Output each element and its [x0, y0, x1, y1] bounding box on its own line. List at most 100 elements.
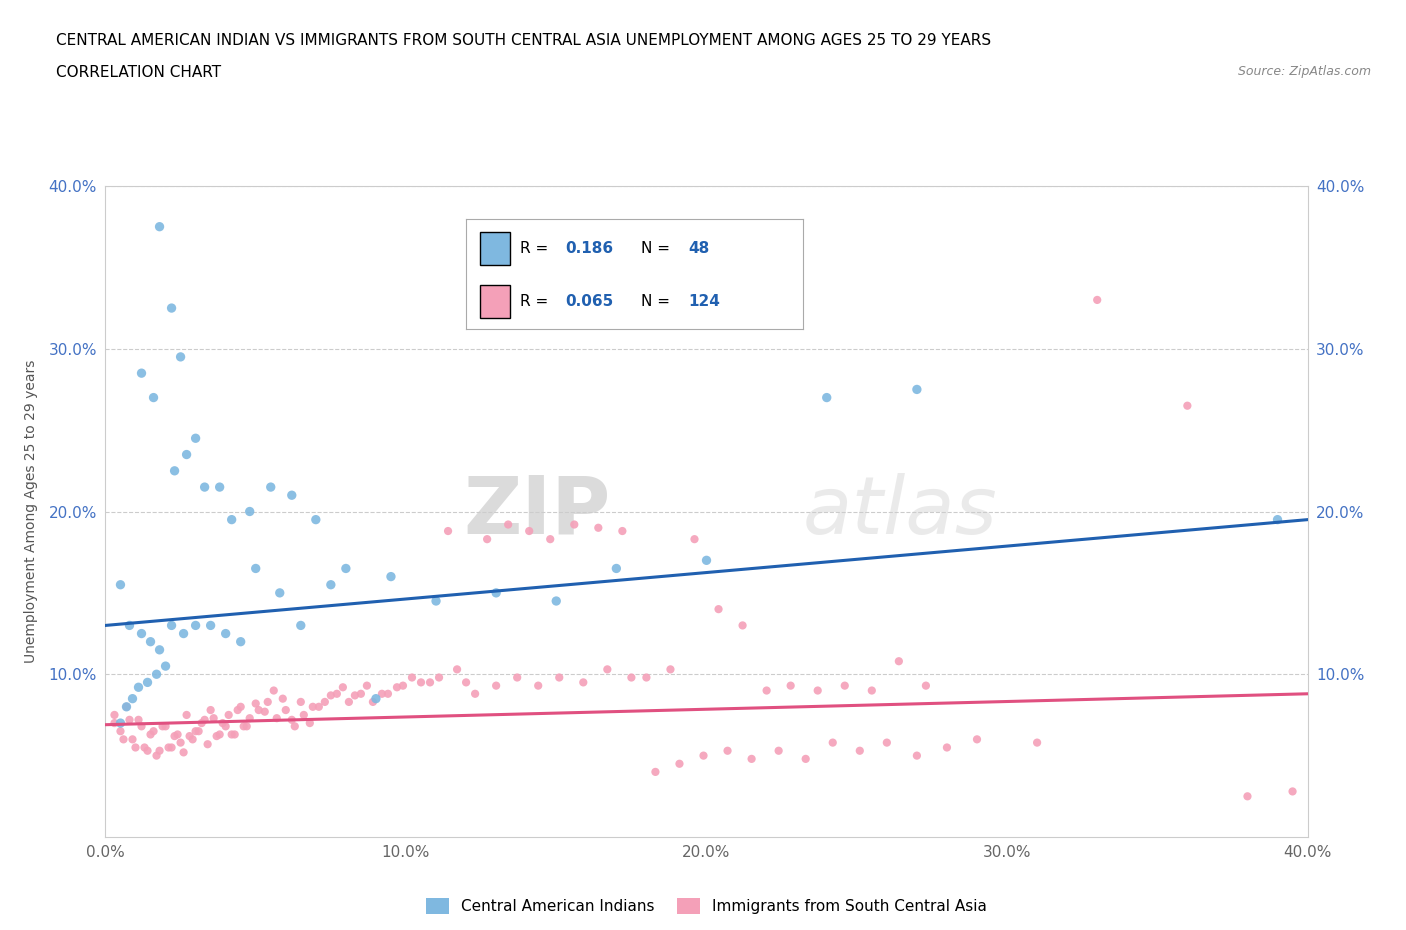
- Point: [485, 678, 508, 693]
- Point: [506, 671, 529, 685]
- Point: [887, 654, 910, 669]
- Point: [136, 743, 159, 758]
- Point: [110, 716, 132, 731]
- Point: [239, 504, 262, 519]
- Point: [905, 382, 928, 397]
- Point: [184, 618, 207, 633]
- Point: [218, 708, 240, 723]
- Point: [200, 618, 222, 633]
- Point: [915, 678, 938, 693]
- Point: [103, 716, 125, 731]
- Point: [636, 671, 658, 685]
- Point: [620, 671, 643, 685]
- Point: [256, 695, 278, 710]
- Point: [683, 532, 706, 547]
- Text: 0.186: 0.186: [565, 241, 613, 256]
- Point: [155, 719, 177, 734]
- FancyBboxPatch shape: [479, 285, 510, 318]
- Point: [905, 748, 928, 763]
- Point: [755, 684, 778, 698]
- Point: [454, 675, 477, 690]
- Text: ZIP: ZIP: [463, 472, 610, 551]
- Point: [266, 711, 288, 725]
- Point: [1281, 784, 1303, 799]
- Point: [446, 662, 468, 677]
- Point: [260, 480, 283, 495]
- Point: [148, 643, 170, 658]
- Point: [364, 691, 387, 706]
- Text: 0.065: 0.065: [565, 294, 613, 309]
- Point: [281, 488, 304, 503]
- Point: [350, 686, 373, 701]
- Point: [124, 740, 146, 755]
- Point: [860, 684, 883, 698]
- Text: 48: 48: [689, 241, 710, 256]
- Point: [155, 658, 177, 673]
- Point: [696, 553, 718, 568]
- Point: [134, 740, 156, 755]
- Point: [208, 480, 231, 495]
- Point: [361, 695, 384, 710]
- Point: [148, 219, 170, 234]
- Y-axis label: Unemployment Among Ages 25 to 29 years: Unemployment Among Ages 25 to 29 years: [24, 360, 38, 663]
- Point: [118, 712, 141, 727]
- Point: [707, 602, 730, 617]
- Point: [229, 634, 252, 649]
- Point: [596, 662, 619, 677]
- Point: [290, 695, 312, 710]
- Point: [176, 447, 198, 462]
- Point: [562, 517, 585, 532]
- Point: [815, 391, 838, 405]
- Point: [731, 618, 754, 633]
- Point: [142, 391, 165, 405]
- Point: [208, 727, 231, 742]
- Point: [485, 586, 508, 601]
- Point: [936, 740, 959, 755]
- Point: [197, 737, 219, 751]
- Point: [121, 691, 143, 706]
- Point: [169, 350, 191, 365]
- Point: [269, 586, 291, 601]
- Point: [668, 756, 690, 771]
- Point: [356, 678, 378, 693]
- Point: [741, 751, 763, 766]
- Point: [200, 703, 222, 718]
- Point: [807, 684, 830, 698]
- Point: [496, 517, 519, 532]
- Text: atlas: atlas: [803, 472, 997, 551]
- Point: [1236, 789, 1258, 804]
- Point: [572, 675, 595, 690]
- Point: [148, 743, 170, 758]
- Point: [145, 667, 167, 682]
- Point: [385, 680, 408, 695]
- Point: [692, 748, 714, 763]
- Point: [136, 675, 159, 690]
- Point: [214, 626, 236, 641]
- Point: [527, 678, 550, 693]
- Point: [588, 521, 610, 536]
- Point: [876, 736, 898, 751]
- Point: [160, 618, 183, 633]
- Point: [1267, 512, 1289, 527]
- Point: [335, 561, 357, 576]
- Point: [659, 662, 682, 677]
- Point: [211, 716, 233, 731]
- Point: [292, 708, 315, 723]
- Point: [605, 561, 627, 576]
- Point: [966, 732, 988, 747]
- Point: [152, 719, 174, 734]
- Point: [163, 729, 186, 744]
- Point: [181, 732, 204, 747]
- Point: [380, 569, 402, 584]
- Point: [419, 675, 441, 690]
- Point: [128, 712, 150, 727]
- Point: [214, 719, 236, 734]
- Point: [290, 618, 312, 633]
- Point: [232, 719, 254, 734]
- Point: [110, 578, 132, 592]
- Point: [245, 561, 267, 576]
- Point: [239, 711, 262, 725]
- Point: [425, 593, 447, 608]
- Point: [305, 512, 328, 527]
- Point: [163, 463, 186, 478]
